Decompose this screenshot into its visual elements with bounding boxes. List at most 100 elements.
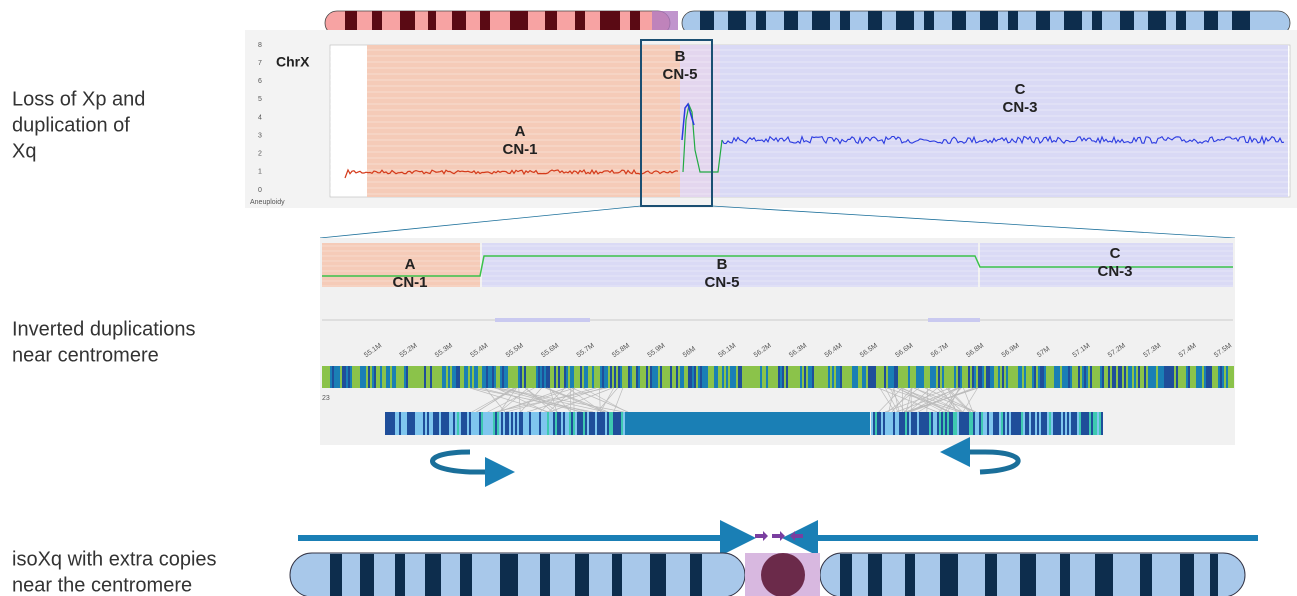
stripe: [601, 412, 603, 435]
stripe: [509, 412, 511, 435]
stripe: [1073, 412, 1075, 435]
band: [896, 11, 914, 35]
stripe: [1168, 366, 1170, 388]
region-cn: CN-1: [502, 141, 537, 158]
stripe: [842, 366, 844, 388]
stripe: [937, 412, 939, 435]
stripe: [600, 366, 602, 388]
stripe: [433, 412, 435, 435]
stripe: [1064, 366, 1066, 388]
stripe: [1063, 412, 1065, 435]
stripe: [334, 366, 336, 388]
stripe: [541, 412, 543, 435]
captions: Loss of Xp and duplication of Xq Inverted d…: [12, 88, 217, 596]
stripe: [1160, 366, 1162, 388]
stripe: [686, 366, 688, 388]
stripe: [1226, 366, 1228, 388]
stripe: [901, 412, 903, 435]
stripe: [1015, 412, 1017, 435]
stripe: [915, 412, 917, 435]
stripe: [348, 366, 350, 388]
band: [545, 11, 557, 35]
stripe: [326, 366, 328, 388]
stripe: [1070, 366, 1072, 388]
caption: duplication of: [12, 114, 130, 136]
stripe: [1101, 412, 1103, 435]
stripe: [838, 366, 840, 388]
stripe: [431, 412, 433, 435]
stripe: [389, 412, 391, 435]
stripe: [850, 366, 852, 388]
stripe: [1110, 366, 1112, 388]
stripe: [356, 366, 358, 388]
stripe: [453, 412, 455, 435]
stripe: [1028, 366, 1030, 388]
stripe: [960, 366, 962, 388]
stripe: [964, 366, 966, 388]
band: [1176, 11, 1186, 35]
stripe: [586, 366, 588, 388]
stripe: [804, 366, 806, 388]
stripe: [1076, 366, 1078, 388]
stripe: [1097, 412, 1099, 435]
stripe: [1142, 366, 1144, 388]
stripe: [407, 412, 409, 435]
stripe: [562, 366, 564, 388]
stripe: [945, 412, 947, 435]
stripe: [463, 412, 465, 435]
stripe: [1022, 366, 1024, 388]
stripe: [438, 366, 440, 388]
stripe: [508, 366, 510, 388]
stripe: [969, 412, 971, 435]
stripe: [556, 366, 558, 388]
stripe: [1067, 412, 1069, 435]
stripe: [486, 366, 488, 388]
stripe: [408, 366, 410, 388]
stripe: [902, 366, 904, 388]
stripe: [1011, 412, 1013, 435]
stripe: [566, 366, 568, 388]
stripe: [568, 366, 570, 388]
stripe: [573, 412, 575, 435]
link: [524, 387, 554, 413]
stripe: [1014, 366, 1016, 388]
stripe: [579, 412, 581, 435]
link: [909, 387, 974, 413]
stripe: [919, 412, 921, 435]
cn-peak: [681, 102, 695, 141]
stripe: [967, 412, 969, 435]
stripe: [1010, 366, 1012, 388]
stripe: [483, 412, 485, 435]
stripe: [467, 412, 469, 435]
stripe: [368, 366, 370, 388]
stripe: [476, 366, 478, 388]
stripe: [974, 366, 976, 388]
stripe: [925, 412, 927, 435]
stripe: [928, 366, 930, 388]
stripe: [1158, 366, 1160, 388]
stripe: [548, 366, 550, 388]
stripe: [542, 366, 544, 388]
stripe: [1118, 366, 1120, 388]
stripe: [468, 366, 470, 388]
stripe: [522, 366, 524, 388]
stripe: [810, 366, 812, 388]
stripe: [402, 366, 404, 388]
stripe: [929, 412, 931, 435]
band: [1148, 11, 1166, 35]
link: [963, 387, 974, 413]
band: [330, 554, 342, 596]
stripe: [400, 366, 402, 388]
stripe: [972, 366, 974, 388]
stripe: [416, 366, 418, 388]
stripe: [366, 366, 368, 388]
stripe: [495, 412, 497, 435]
stripe: [1036, 366, 1038, 388]
stripe: [1218, 366, 1220, 388]
stripe: [1196, 366, 1198, 388]
stripe: [511, 412, 513, 435]
stripe: [471, 412, 473, 435]
stripe: [909, 412, 911, 435]
stripe: [908, 366, 910, 388]
